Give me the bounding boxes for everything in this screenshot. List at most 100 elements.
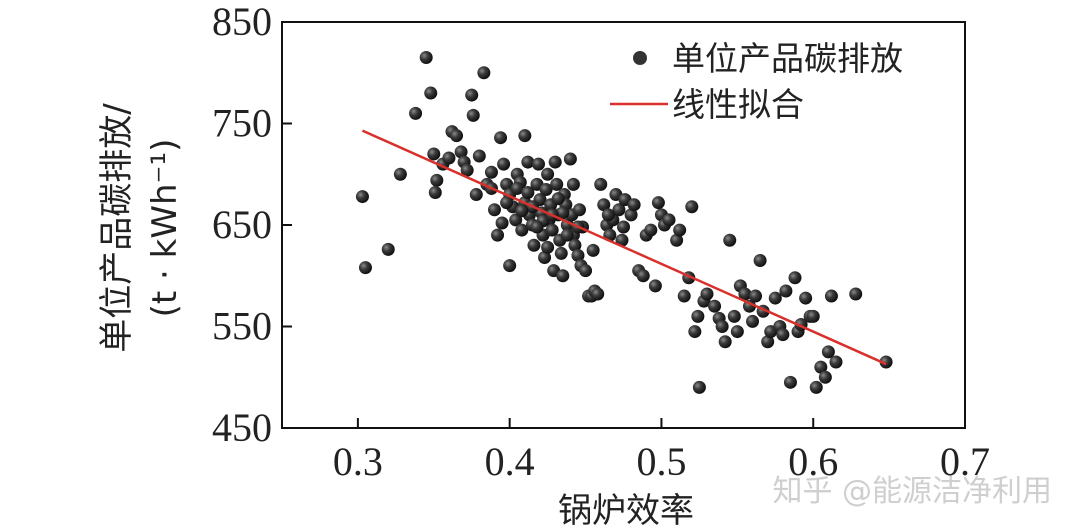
y-tick-label: 450 (212, 405, 272, 450)
data-point (393, 167, 407, 181)
data-point (700, 287, 714, 301)
y-tick-label: 550 (212, 304, 272, 349)
data-point (753, 254, 767, 268)
data-point (612, 203, 626, 217)
data-point (450, 129, 464, 143)
data-point (673, 223, 687, 237)
data-point (494, 131, 508, 145)
data-point (814, 360, 828, 374)
data-point (460, 163, 474, 177)
data-point (662, 213, 676, 227)
data-point (466, 108, 480, 122)
y-tick-label: 650 (212, 202, 272, 247)
data-point (491, 228, 505, 242)
x-tick-label: 0.3 (333, 439, 383, 484)
data-point (484, 165, 498, 179)
legend-marker-point (633, 51, 647, 65)
data-point (718, 335, 732, 349)
y-axis-ticks: 450 550 650 750 850 (212, 0, 292, 450)
data-point (566, 177, 580, 191)
data-point (521, 155, 535, 169)
data-point (715, 320, 729, 333)
data-point (428, 186, 442, 200)
data-point (594, 177, 608, 191)
x-tick-label: 0.6 (788, 439, 838, 484)
data-point (568, 238, 582, 252)
data-point (515, 223, 529, 237)
data-point (510, 181, 524, 195)
data-point (500, 196, 514, 210)
x-axis-ticks: 0.3 0.4 0.5 0.6 0.7 (333, 418, 990, 484)
data-point (515, 204, 529, 218)
x-tick-label: 0.5 (636, 439, 686, 484)
data-point (768, 291, 782, 305)
data-point (358, 261, 372, 275)
data-point (509, 213, 523, 227)
data-point (556, 269, 570, 283)
data-point (824, 289, 838, 303)
data-point (548, 155, 562, 169)
legend: 单位产品碳排放 线性拟合 (610, 39, 903, 124)
data-point (644, 223, 658, 237)
y-tick-label: 850 (212, 0, 272, 44)
data-point (692, 380, 706, 394)
data-point (691, 309, 705, 323)
data-point (723, 233, 737, 247)
data-point (551, 192, 565, 206)
data-point (677, 289, 691, 303)
data-point (749, 289, 763, 303)
data-point (500, 177, 514, 191)
data-point (746, 314, 760, 328)
data-point (636, 269, 650, 283)
fit-line-layer (361, 129, 887, 366)
data-point (708, 299, 722, 313)
data-point (586, 243, 600, 257)
data-point (465, 88, 479, 102)
data-point (541, 240, 555, 254)
data-point (685, 200, 699, 214)
data-point (538, 250, 552, 264)
data-point (738, 287, 752, 301)
data-point (783, 375, 797, 389)
data-point (670, 233, 684, 247)
data-point (424, 86, 438, 100)
data-point (554, 246, 568, 260)
data-point (579, 264, 593, 278)
y-tick-label: 750 (212, 101, 272, 146)
data-point (572, 203, 586, 217)
data-point (829, 355, 843, 369)
data-point (727, 309, 741, 323)
data-point (539, 182, 553, 196)
data-point (541, 167, 555, 181)
data-point (624, 208, 638, 222)
data-point (472, 149, 486, 163)
y-axis-title-line1: 单位产品碳排放/ (97, 103, 137, 353)
data-point (776, 328, 790, 342)
data-point (532, 157, 546, 171)
data-point (487, 203, 501, 217)
data-point (518, 129, 532, 143)
x-tick-label: 0.4 (485, 439, 535, 484)
data-point (469, 188, 483, 202)
data-point (809, 380, 823, 394)
data-point (571, 248, 585, 262)
data-point (503, 259, 517, 273)
data-point (617, 220, 630, 234)
data-point (550, 177, 564, 191)
data-point (601, 208, 615, 222)
data-point (761, 335, 775, 349)
data-point (419, 51, 433, 65)
data-point (821, 345, 835, 359)
y-axis-title: 单位产品碳排放/ (t · kWh⁻¹) (97, 103, 185, 353)
data-point (530, 220, 544, 234)
data-point (556, 206, 570, 220)
data-point (427, 147, 441, 161)
data-point (597, 198, 611, 212)
x-tick-label: 0.7 (940, 439, 990, 484)
data-point (627, 198, 641, 212)
data-point (799, 291, 813, 305)
data-point (454, 145, 468, 159)
data-point (409, 106, 423, 120)
legend-label-fit: 线性拟合 (672, 85, 804, 124)
data-point (497, 157, 511, 171)
